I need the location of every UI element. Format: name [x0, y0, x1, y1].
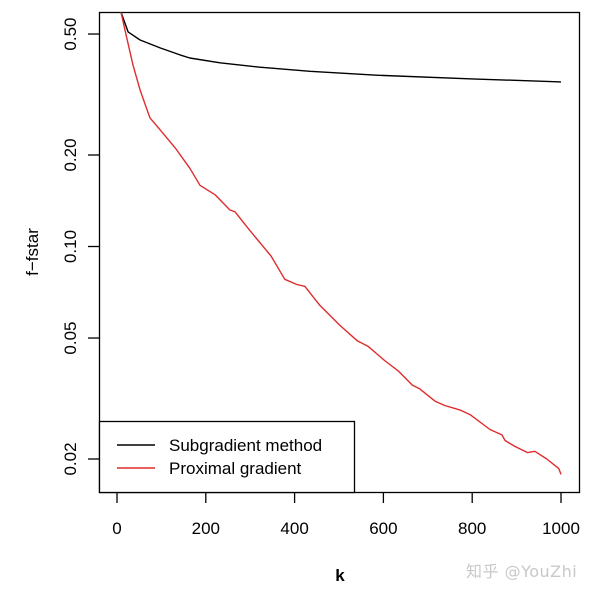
y-tick-label: 0.50: [61, 17, 80, 50]
legend-label-subgradient: Subgradient method: [169, 436, 322, 455]
x-tick-label: 800: [458, 519, 486, 538]
y-axis-title: f−fstar: [23, 228, 42, 276]
x-tick-label: 1000: [542, 519, 580, 538]
y-tick-label: 0.20: [61, 138, 80, 171]
x-tick-label: 400: [280, 519, 308, 538]
watermark: 知乎 @YouZhi: [466, 562, 578, 581]
x-tick-label: 0: [112, 519, 121, 538]
y-axis: 0.50 0.20 0.10 0.05 0.02: [61, 17, 100, 476]
y-tick-label: 0.10: [61, 230, 80, 263]
subgradient-method-line: [120, 12, 562, 83]
proximal-gradient-line: [120, 12, 562, 475]
legend: Subgradient method Proximal gradient: [98, 420, 356, 494]
y-tick-label: 0.02: [61, 442, 80, 475]
plot-frame: [98, 11, 581, 494]
x-tick-label: 600: [369, 519, 397, 538]
x-tick-label: 200: [192, 519, 220, 538]
x-axis-title: k: [335, 566, 345, 585]
legend-label-proximal: Proximal gradient: [169, 459, 302, 478]
x-axis: 0 200 400 600 800 1000: [112, 492, 580, 538]
y-tick-label: 0.05: [61, 321, 80, 354]
series-layer: [120, 12, 562, 475]
legend-box: [98, 420, 356, 494]
